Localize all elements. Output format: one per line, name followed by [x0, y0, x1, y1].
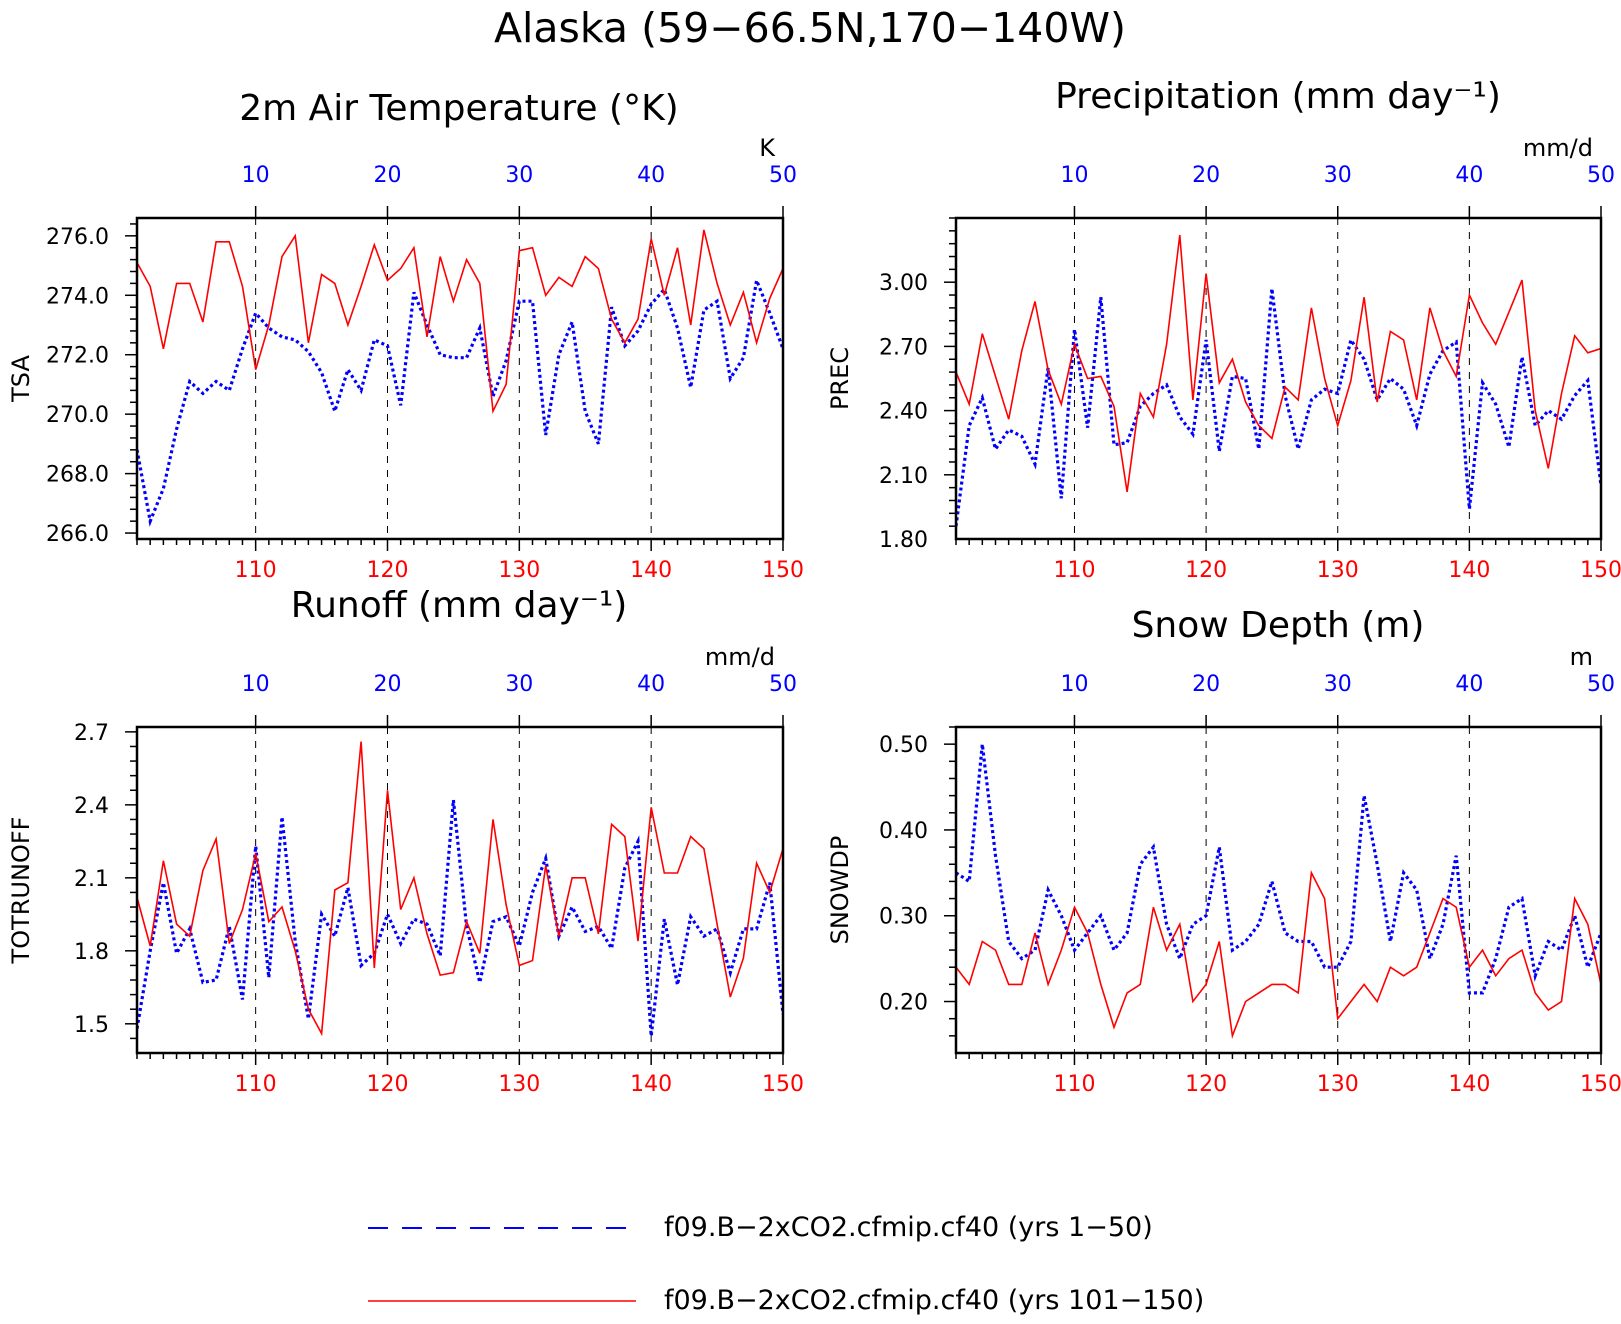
x-bottom-tick-label: 150 [1580, 558, 1621, 583]
x-bottom-tick-label: 120 [366, 1072, 408, 1097]
x-top-tick-label: 20 [1192, 163, 1220, 188]
y-axis-label: TSA [7, 355, 35, 403]
y-tick-label: 276.0 [46, 225, 109, 250]
x-bottom-tick-label: 110 [1053, 1072, 1095, 1097]
x-bottom-tick-label: 140 [630, 558, 672, 583]
x-bottom-tick-label: 150 [762, 1072, 804, 1097]
x-top-tick-label: 40 [637, 672, 665, 697]
figure-title: Alaska (59−66.5N,170−140W) [494, 4, 1126, 52]
y-tick-label: 274.0 [46, 284, 109, 309]
y-tick-label: 2.70 [879, 335, 928, 360]
panel-title: Precipitation (mm day⁻¹) [1055, 76, 1501, 117]
x-top-tick-label: 50 [769, 163, 797, 188]
x-top-tick-label: 50 [1587, 163, 1615, 188]
y-tick-label: 2.40 [879, 400, 928, 425]
x-top-tick-label: 30 [1324, 163, 1352, 188]
x-bottom-tick-label: 140 [1448, 558, 1490, 583]
x-top-tick-label: 10 [242, 672, 270, 697]
x-bottom-tick-label: 110 [235, 1072, 277, 1097]
legend-label: f09.B−2xCO2.cfmip.cf40 (yrs 101−150) [664, 1285, 1204, 1316]
unit-label: mm/d [1523, 134, 1593, 162]
x-bottom-tick-label: 130 [1317, 558, 1359, 583]
x-top-tick-label: 30 [505, 163, 533, 188]
y-tick-label: 1.5 [74, 1013, 109, 1038]
y-tick-label: 270.0 [46, 403, 109, 428]
series-line-yrs-1-50 [137, 799, 783, 1037]
legend: f09.B−2xCO2.cfmip.cf40 (yrs 1−50) f09.B−2… [368, 1212, 1204, 1316]
x-bottom-tick-label: 140 [1448, 1072, 1490, 1097]
x-top-tick-label: 40 [1455, 672, 1483, 697]
x-bottom-tick-label: 140 [630, 1072, 672, 1097]
x-top-tick-label: 30 [505, 672, 533, 697]
y-tick-label: 272.0 [46, 344, 109, 369]
y-tick-label: 0.30 [879, 905, 928, 930]
panels: 2m Air Temperature (°K) K TSA 266.0 268.0 270… [7, 76, 1621, 1097]
x-top-tick-label: 10 [242, 163, 270, 188]
x-top-tick-label: 50 [1587, 672, 1615, 697]
y-tick-label: 1.80 [879, 528, 928, 553]
y-tick-label: 0.40 [879, 819, 928, 844]
y-tick-label: 2.7 [74, 721, 109, 746]
y-tick-label: 2.4 [74, 794, 109, 819]
x-top-tick-label: 10 [1060, 163, 1088, 188]
panel-1: 2m Air Temperature (°K) K TSA 266.0 268.0 270… [7, 88, 804, 583]
panel-2: Precipitation (mm day⁻¹) mm/d PREC 1.80 2.10… [826, 76, 1621, 583]
x-bottom-tick-label: 130 [498, 558, 540, 583]
x-top-tick-label: 40 [637, 163, 665, 188]
x-bottom-tick-label: 110 [235, 558, 277, 583]
panel-title: Runoff (mm day⁻¹) [291, 585, 628, 626]
x-top-tick-label: 30 [1324, 672, 1352, 697]
panel-title: Snow Depth (m) [1132, 605, 1425, 646]
panel-3: Runoff (mm day⁻¹) mm/d TOTRUNOFF 1.5 1.8 2.1 2… [7, 585, 804, 1097]
y-axis-label: SNOWDP [826, 836, 854, 945]
x-top-tick-label: 40 [1455, 163, 1483, 188]
x-top-tick-label: 20 [373, 672, 401, 697]
x-top-tick-label: 10 [1060, 672, 1088, 697]
y-tick-label: 1.8 [74, 940, 109, 965]
x-top-tick-label: 50 [769, 672, 797, 697]
unit-label: K [759, 134, 776, 162]
unit-label: m [1570, 643, 1593, 671]
series-line-yrs-101-150 [956, 235, 1601, 493]
panel-title: 2m Air Temperature (°K) [239, 88, 678, 129]
series-line-yrs-101-150 [956, 870, 1601, 1039]
x-top-tick-label: 20 [373, 163, 401, 188]
y-tick-label: 0.50 [879, 733, 928, 758]
x-bottom-tick-label: 120 [1185, 1072, 1227, 1097]
series-line-yrs-1-50 [137, 274, 783, 527]
y-axis-label: PREC [826, 347, 854, 410]
x-bottom-tick-label: 150 [762, 558, 804, 583]
series-line-yrs-101-150 [137, 229, 783, 415]
legend-label: f09.B−2xCO2.cfmip.cf40 (yrs 1−50) [664, 1212, 1153, 1243]
panel-4: Snow Depth (m) m SNOWDP 0.20 0.30 0.40 0.50 110… [826, 605, 1621, 1097]
x-bottom-tick-label: 120 [366, 558, 408, 583]
x-bottom-tick-label: 110 [1053, 558, 1095, 583]
series-line-yrs-101-150 [137, 741, 783, 1037]
x-bottom-tick-label: 150 [1580, 1072, 1621, 1097]
x-bottom-tick-label: 130 [1317, 1072, 1359, 1097]
series-line-yrs-1-50 [956, 288, 1601, 527]
y-tick-label: 2.10 [879, 464, 928, 489]
plot-frame [135, 725, 785, 1055]
y-tick-label: 3.00 [879, 271, 928, 296]
y-axis-label: TOTRUNOFF [7, 817, 35, 965]
y-tick-label: 2.1 [74, 867, 109, 892]
y-tick-label: 0.20 [879, 991, 928, 1016]
plot-frame [954, 725, 1603, 1055]
series-line-yrs-1-50 [956, 744, 1601, 995]
plot-frame [954, 216, 1603, 541]
x-top-tick-label: 20 [1192, 672, 1220, 697]
x-bottom-tick-label: 120 [1185, 558, 1227, 583]
y-tick-label: 268.0 [46, 463, 109, 488]
x-bottom-tick-label: 130 [498, 1072, 540, 1097]
y-tick-label: 266.0 [46, 522, 109, 547]
unit-label: mm/d [705, 643, 775, 671]
